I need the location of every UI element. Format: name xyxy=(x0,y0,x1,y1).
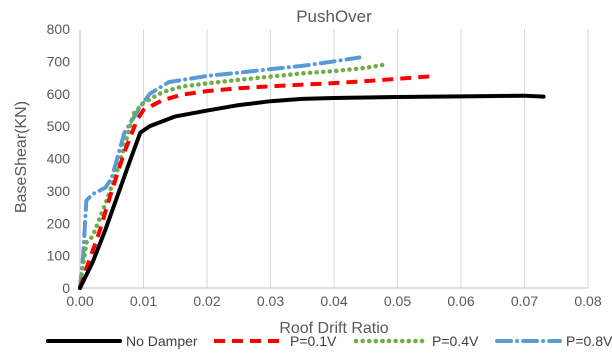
series-line-p-0-8v xyxy=(78,55,362,290)
legend-label: P=0.1V xyxy=(290,333,337,349)
y-tick-label: 400 xyxy=(47,151,71,167)
x-tick-label: 0.04 xyxy=(320,293,347,309)
x-tick-label: 0.05 xyxy=(384,293,411,309)
legend-item: P=0.4V xyxy=(353,333,479,349)
series-line-p-0-4v xyxy=(77,62,388,291)
y-tick-label: 500 xyxy=(47,118,71,134)
y-tick-label: 100 xyxy=(47,248,71,264)
legend-label: P=0.4V xyxy=(432,333,479,349)
x-tick-label: 0.00 xyxy=(66,293,93,309)
series-line-p-0-1v xyxy=(78,73,436,289)
x-axis-title: Roof Drift Ratio xyxy=(279,320,388,337)
x-tick-label: 0.01 xyxy=(130,293,157,309)
series-line-no-damper xyxy=(78,93,546,290)
series-lines xyxy=(77,55,546,291)
gridlines xyxy=(143,29,589,288)
y-tick-label: 200 xyxy=(47,215,71,231)
legend-label: P=0.8V xyxy=(566,333,612,349)
x-tick-label: 0.03 xyxy=(257,293,284,309)
y-tick-label: 300 xyxy=(47,183,71,199)
legend: No Damper P=0.1V P=0.4V P=0.8V xyxy=(46,333,612,349)
x-tick-label: 0.08 xyxy=(574,293,601,309)
legend-item: No Damper xyxy=(46,333,198,349)
tick-labels: 0.00 0.01 0.02 0.03 0.04 0.05 0.06 0.07 0.08 0 100… xyxy=(47,21,602,309)
x-tick-label: 0.02 xyxy=(193,293,220,309)
axes xyxy=(79,29,588,289)
chart-title: PushOver xyxy=(296,7,372,26)
y-tick-label: 0 xyxy=(62,280,70,296)
legend-label: No Damper xyxy=(126,333,198,349)
x-tick-label: 0.06 xyxy=(447,293,474,309)
x-tick-label: 0.07 xyxy=(511,293,538,309)
y-tick-label: 700 xyxy=(47,53,71,69)
legend-item: P=0.1V xyxy=(214,333,337,349)
y-tick-label: 800 xyxy=(47,21,71,37)
y-tick-label: 600 xyxy=(47,86,71,102)
y-axis-title: BaseShear(KN) xyxy=(13,101,30,213)
legend-item: P=0.8V xyxy=(495,333,612,349)
